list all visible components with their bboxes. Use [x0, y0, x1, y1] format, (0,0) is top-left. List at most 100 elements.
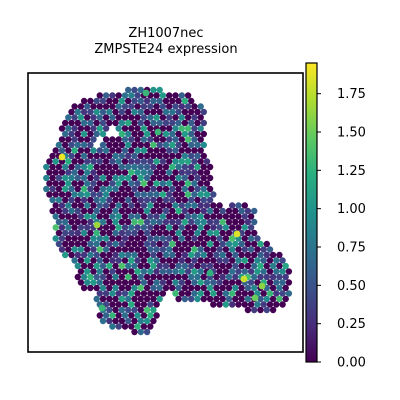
expression-spot: [172, 136, 179, 143]
expression-spot: [247, 279, 255, 286]
expression-spot: [206, 262, 214, 270]
expression-spot: [156, 86, 163, 94]
expression-spot: [219, 251, 226, 259]
expression-spot: [90, 169, 97, 176]
expression-spot: [128, 158, 135, 165]
expression-spot: [121, 301, 129, 308]
expression-spot: [71, 125, 78, 132]
expression-spot: [241, 257, 248, 264]
expression-spot: [222, 268, 230, 275]
expression-spot: [279, 257, 286, 264]
expression-spot: [172, 246, 179, 253]
expression-spot: [169, 218, 176, 226]
expression-spot: [77, 246, 85, 253]
expression-spot: [156, 229, 163, 237]
expression-spot: [87, 97, 94, 105]
expression-spot: [279, 279, 286, 286]
expression-spot: [109, 92, 116, 99]
expression-spot: [84, 213, 91, 220]
expression-spot: [137, 130, 144, 138]
expression-spot: [137, 251, 144, 259]
expression-spot: [213, 251, 220, 259]
expression-spot: [84, 103, 91, 110]
expression-spot: [273, 301, 280, 308]
expression-spot: [68, 251, 75, 259]
expression-spot: [162, 229, 170, 237]
expression-spot: [197, 114, 204, 121]
expression-spot: [112, 306, 119, 314]
expression-spot: [65, 158, 72, 165]
expression-spot: [71, 180, 78, 187]
expression-spot: [118, 317, 126, 325]
expression-spot: [106, 119, 113, 127]
expression-spot: [188, 251, 195, 259]
expression-spot: [282, 295, 289, 303]
expression-spot: [162, 130, 170, 138]
expression-spot: [206, 174, 214, 182]
expression-spot: [200, 130, 207, 138]
expression-spot: [194, 152, 201, 160]
expression-spot: [150, 86, 157, 94]
expression-spot: [206, 185, 214, 193]
expression-spot: [222, 235, 230, 242]
expression-spot: [175, 97, 182, 105]
expression-spot: [225, 229, 233, 237]
expression-spot: [150, 229, 157, 237]
expression-spot: [140, 312, 148, 319]
expression-spot: [137, 97, 144, 105]
expression-spot: [197, 268, 204, 275]
expression-spot: [99, 97, 107, 105]
expression-spot: [118, 295, 126, 303]
expression-spot: [156, 97, 163, 105]
expression-spot: [153, 147, 160, 154]
expression-spot: [188, 262, 195, 270]
expression-spot: [263, 251, 270, 259]
expression-spot: [153, 180, 160, 187]
expression-spot: [121, 323, 129, 330]
expression-spot: [241, 246, 248, 253]
expression-spot: [178, 290, 185, 297]
expression-spot: [197, 257, 204, 264]
expression-spot: [181, 174, 189, 182]
expression-spot: [106, 196, 113, 204]
expression-spot: [172, 92, 179, 99]
expression-spot: [118, 218, 126, 226]
expression-spot: [99, 152, 107, 160]
expression-spot: [178, 224, 185, 231]
expression-spot: [140, 191, 148, 198]
expression-spot: [43, 174, 50, 182]
expression-spot: [254, 268, 261, 275]
expression-spot: [166, 191, 173, 198]
expression-spot: [219, 207, 226, 215]
expression-spot: [200, 240, 207, 248]
expression-spot: [241, 213, 248, 220]
expression-spot: [125, 306, 132, 314]
expression-spot: [188, 174, 195, 182]
expression-spot: [55, 207, 63, 215]
expression-spot: [229, 257, 236, 264]
expression-spot: [244, 262, 252, 270]
expression-spot: [128, 180, 135, 187]
expression-spot: [58, 191, 66, 198]
expression-spot: [84, 235, 91, 242]
expression-spot: [102, 290, 110, 297]
expression-spot: [254, 279, 261, 286]
expression-spot: [150, 196, 157, 204]
expression-spot-high: [98, 304, 106, 312]
expression-spot: [254, 235, 261, 242]
expression-spot: [125, 240, 132, 248]
expression-spot: [102, 191, 110, 198]
expression-spot: [131, 185, 138, 193]
expression-spot: [159, 92, 167, 99]
expression-spot: [216, 257, 223, 264]
expression-spot: [166, 169, 173, 176]
expression-spot: [156, 119, 163, 127]
expression-spot: [238, 207, 245, 215]
expression-spot: [191, 125, 198, 132]
expression-spot: [112, 273, 119, 281]
expression-spot: [106, 163, 113, 171]
expression-spot: [134, 191, 141, 198]
expression-spot: [87, 218, 94, 226]
expression-spot: [184, 169, 192, 176]
